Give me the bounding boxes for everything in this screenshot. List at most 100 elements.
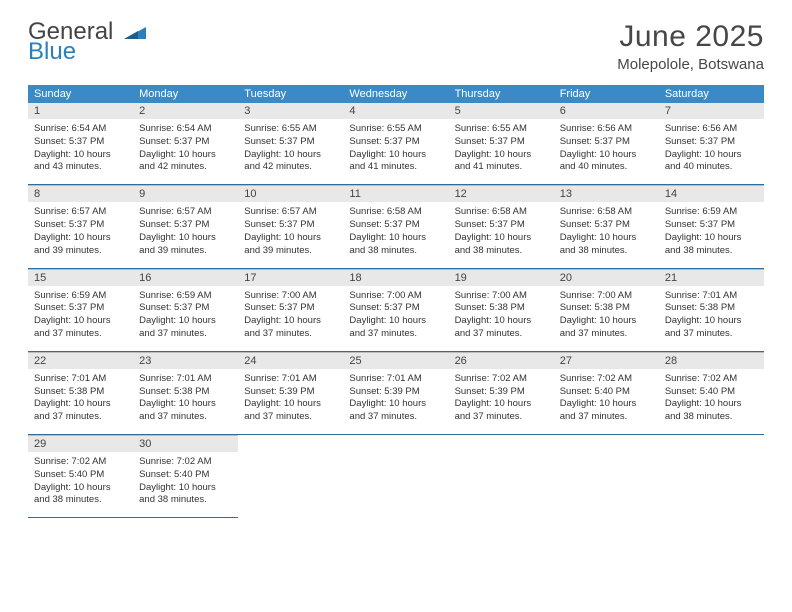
daylight-text-2: and 37 minutes. [665,328,758,341]
sunrise-text: Sunrise: 6:55 AM [244,123,337,136]
day-number: 26 [449,352,554,369]
day-number: 20 [554,269,659,286]
daylight-text-2: and 37 minutes. [34,411,127,424]
daylight-text-1: Daylight: 10 hours [560,398,653,411]
calendar-cell: 2Sunrise: 6:54 AMSunset: 5:37 PMDaylight… [133,103,238,185]
logo-text: General Blue [28,20,146,64]
day-number: 3 [238,103,343,119]
sunrise-text: Sunrise: 7:01 AM [244,373,337,386]
calendar-cell: 5Sunrise: 6:55 AMSunset: 5:37 PMDaylight… [449,103,554,185]
calendar-table: SundayMondayTuesdayWednesdayThursdayFrid… [28,85,764,518]
day-info: Sunrise: 6:59 AMSunset: 5:37 PMDaylight:… [133,286,238,351]
daylight-text-1: Daylight: 10 hours [455,232,548,245]
calendar-cell: 8Sunrise: 6:57 AMSunset: 5:37 PMDaylight… [28,185,133,268]
day-number: 30 [133,435,238,452]
day-info: Sunrise: 7:01 AMSunset: 5:38 PMDaylight:… [659,286,764,351]
day-number: 24 [238,352,343,369]
sunrise-text: Sunrise: 6:56 AM [560,123,653,136]
daylight-text-2: and 37 minutes. [455,411,548,424]
sunrise-text: Sunrise: 6:58 AM [455,206,548,219]
sunrise-text: Sunrise: 7:02 AM [665,373,758,386]
sunset-text: Sunset: 5:37 PM [349,219,442,232]
sunset-text: Sunset: 5:37 PM [139,302,232,315]
sunset-text: Sunset: 5:37 PM [349,136,442,149]
sunrise-text: Sunrise: 6:54 AM [139,123,232,136]
sunset-text: Sunset: 5:37 PM [560,219,653,232]
daylight-text-2: and 37 minutes. [455,328,548,341]
sunset-text: Sunset: 5:40 PM [665,386,758,399]
sunset-text: Sunset: 5:38 PM [34,386,127,399]
day-info: Sunrise: 7:01 AMSunset: 5:39 PMDaylight:… [238,369,343,434]
daylight-text-2: and 37 minutes. [139,411,232,424]
sunrise-text: Sunrise: 7:01 AM [349,373,442,386]
day-number: 25 [343,352,448,369]
calendar-cell: 15Sunrise: 6:59 AMSunset: 5:37 PMDayligh… [28,268,133,351]
day-header: Friday [554,85,659,103]
sunset-text: Sunset: 5:37 PM [665,136,758,149]
daylight-text-1: Daylight: 10 hours [139,398,232,411]
daylight-text-2: and 38 minutes. [665,245,758,258]
daylight-text-2: and 37 minutes. [560,328,653,341]
calendar-cell: 10Sunrise: 6:57 AMSunset: 5:37 PMDayligh… [238,185,343,268]
daylight-text-1: Daylight: 10 hours [244,398,337,411]
page-title: June 2025 [617,20,764,54]
daylight-text-2: and 38 minutes. [455,245,548,258]
calendar-cell: 9Sunrise: 6:57 AMSunset: 5:37 PMDaylight… [133,185,238,268]
daylight-text-2: and 40 minutes. [560,161,653,174]
logo: General Blue [28,20,146,64]
daylight-text-1: Daylight: 10 hours [139,232,232,245]
daylight-text-1: Daylight: 10 hours [560,149,653,162]
day-info: Sunrise: 6:58 AMSunset: 5:37 PMDaylight:… [343,202,448,267]
page-header: General Blue June 2025 Molepolole, Botsw… [28,20,764,73]
sunrise-text: Sunrise: 6:58 AM [560,206,653,219]
day-info: Sunrise: 7:02 AMSunset: 5:39 PMDaylight:… [449,369,554,434]
day-info: Sunrise: 6:57 AMSunset: 5:37 PMDaylight:… [28,202,133,267]
sunset-text: Sunset: 5:38 PM [139,386,232,399]
daylight-text-1: Daylight: 10 hours [244,315,337,328]
day-number: 8 [28,185,133,202]
day-info: Sunrise: 6:56 AMSunset: 5:37 PMDaylight:… [659,119,764,184]
day-header: Tuesday [238,85,343,103]
daylight-text-1: Daylight: 10 hours [349,149,442,162]
logo-triangle-icon [124,18,146,45]
daylight-text-2: and 37 minutes. [349,411,442,424]
calendar-cell: 16Sunrise: 6:59 AMSunset: 5:37 PMDayligh… [133,268,238,351]
calendar-cell [449,435,554,518]
daylight-text-1: Daylight: 10 hours [455,315,548,328]
sunrise-text: Sunrise: 7:00 AM [455,290,548,303]
calendar-cell: 17Sunrise: 7:00 AMSunset: 5:37 PMDayligh… [238,268,343,351]
daylight-text-1: Daylight: 10 hours [139,482,232,495]
location-label: Molepolole, Botswana [617,56,764,73]
title-block: June 2025 Molepolole, Botswana [617,20,764,73]
day-info: Sunrise: 6:57 AMSunset: 5:37 PMDaylight:… [133,202,238,267]
sunset-text: Sunset: 5:37 PM [560,136,653,149]
calendar-cell: 27Sunrise: 7:02 AMSunset: 5:40 PMDayligh… [554,351,659,434]
daylight-text-2: and 37 minutes. [34,328,127,341]
day-number: 5 [449,103,554,119]
day-header: Saturday [659,85,764,103]
daylight-text-2: and 37 minutes. [244,328,337,341]
sunrise-text: Sunrise: 6:57 AM [244,206,337,219]
calendar-cell: 20Sunrise: 7:00 AMSunset: 5:38 PMDayligh… [554,268,659,351]
day-header: Sunday [28,85,133,103]
day-header: Wednesday [343,85,448,103]
sunset-text: Sunset: 5:37 PM [139,136,232,149]
day-info: Sunrise: 7:02 AMSunset: 5:40 PMDaylight:… [554,369,659,434]
daylight-text-1: Daylight: 10 hours [665,232,758,245]
sunset-text: Sunset: 5:37 PM [665,219,758,232]
calendar-cell: 11Sunrise: 6:58 AMSunset: 5:37 PMDayligh… [343,185,448,268]
calendar-cell: 19Sunrise: 7:00 AMSunset: 5:38 PMDayligh… [449,268,554,351]
daylight-text-1: Daylight: 10 hours [665,398,758,411]
day-number: 1 [28,103,133,119]
sunset-text: Sunset: 5:39 PM [455,386,548,399]
day-number: 10 [238,185,343,202]
day-info: Sunrise: 6:54 AMSunset: 5:37 PMDaylight:… [133,119,238,184]
day-number: 22 [28,352,133,369]
day-number: 18 [343,269,448,286]
daylight-text-1: Daylight: 10 hours [349,315,442,328]
sunset-text: Sunset: 5:40 PM [34,469,127,482]
sunrise-text: Sunrise: 6:59 AM [34,290,127,303]
calendar-cell: 7Sunrise: 6:56 AMSunset: 5:37 PMDaylight… [659,103,764,185]
sunrise-text: Sunrise: 7:02 AM [560,373,653,386]
calendar-cell [238,435,343,518]
